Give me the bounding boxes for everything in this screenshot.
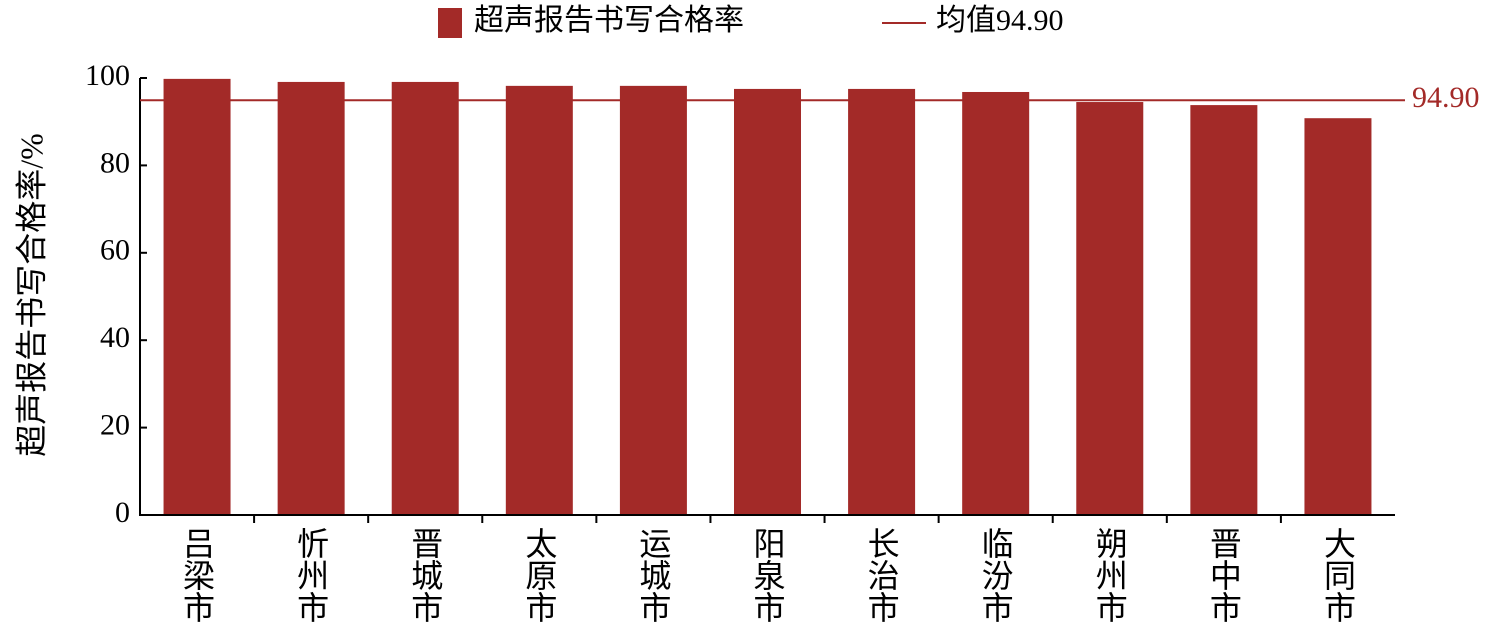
bar bbox=[734, 88, 801, 516]
legend-label: 均值94.90 bbox=[936, 4, 1064, 37]
x-tick-label: 长治市 bbox=[864, 527, 900, 623]
x-tick-label: 大同市 bbox=[1320, 527, 1356, 623]
bar bbox=[391, 81, 459, 516]
y-tick-label: 60 bbox=[100, 234, 130, 267]
x-tick-label: 忻州市 bbox=[293, 527, 329, 623]
bar bbox=[1304, 118, 1372, 515]
bar bbox=[962, 91, 1030, 515]
x-tick-label: 临汾市 bbox=[978, 527, 1014, 623]
mean-label: 94.90 bbox=[1412, 81, 1480, 114]
y-tick-label: 20 bbox=[100, 408, 130, 441]
y-tick-label: 100 bbox=[85, 59, 130, 92]
x-tick-label: 晋中市 bbox=[1206, 527, 1242, 623]
y-tick-label: 0 bbox=[115, 496, 130, 529]
x-tick-label: 晋城市 bbox=[407, 527, 443, 623]
bar bbox=[619, 85, 687, 515]
x-tick-label: 朔州市 bbox=[1092, 527, 1128, 623]
y-axis-title: 超声报告书写合格率/% bbox=[13, 133, 49, 457]
bar bbox=[505, 85, 573, 515]
y-tick-label: 40 bbox=[100, 321, 130, 354]
x-tick-label: 阳泉市 bbox=[750, 527, 786, 623]
bar bbox=[163, 78, 231, 516]
y-tick-label: 80 bbox=[100, 146, 130, 179]
bar bbox=[848, 88, 916, 516]
legend-swatch bbox=[438, 8, 462, 38]
bar bbox=[1190, 105, 1258, 516]
bar bbox=[1076, 102, 1144, 515]
x-tick-label: 吕梁市 bbox=[179, 527, 215, 623]
legend-label: 超声报告书写合格率 bbox=[474, 4, 744, 37]
x-tick-label: 运城市 bbox=[635, 527, 671, 623]
x-tick-label: 太原市 bbox=[521, 527, 557, 623]
bar bbox=[277, 81, 345, 516]
